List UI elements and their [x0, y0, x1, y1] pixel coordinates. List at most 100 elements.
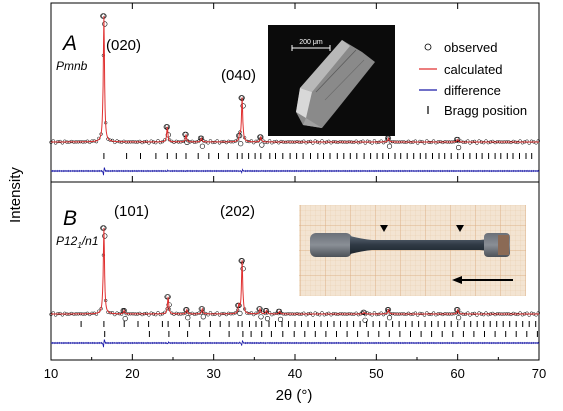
observed-point: [167, 138, 172, 142]
observed-point: [63, 311, 67, 315]
observed-point: [302, 311, 306, 315]
observed-point: [263, 308, 270, 314]
observed-point: [456, 315, 462, 321]
observed-point: [525, 139, 529, 143]
observed-point: [418, 311, 422, 316]
difference-curve-b: [50, 339, 540, 348]
observed-point: [249, 139, 254, 143]
legend-label-bragg: Bragg position: [444, 103, 527, 118]
peak-label-020: (020): [106, 37, 141, 54]
observed-point: [308, 139, 313, 144]
observed-point: [455, 307, 461, 313]
observed-point: [354, 139, 358, 143]
observed-point: [375, 140, 379, 145]
observed-point: [434, 313, 438, 317]
observed-point: [322, 313, 326, 317]
panel-b: B P121/n1 (101) (202): [49, 203, 540, 348]
observed-point: [238, 141, 244, 147]
observed-point: [154, 141, 158, 145]
observed-point: [386, 315, 393, 321]
observed-point: [108, 138, 112, 142]
observed-point: [102, 233, 108, 239]
observed-point: [354, 311, 358, 315]
observed-point: [361, 309, 367, 315]
observed-point: [361, 139, 365, 143]
peak-label-101: (101): [114, 203, 149, 220]
observed-point: [211, 140, 215, 145]
observed-point: [265, 140, 269, 145]
observed-point: [322, 141, 326, 145]
y-axis-label: Intensity: [7, 167, 24, 223]
observed-point: [154, 313, 158, 317]
x-tick-label: 20: [125, 366, 139, 381]
peak-label-202: (202): [220, 203, 255, 220]
observed-point: [100, 225, 106, 231]
inset-scalebar-label: 200 μm: [299, 39, 323, 46]
observed-point: [158, 312, 162, 317]
observed-point: [258, 314, 264, 320]
observed-point: [259, 142, 265, 148]
observed-point: [236, 138, 240, 142]
difference-curve: [50, 167, 540, 176]
panel-a-letter: A: [61, 32, 77, 55]
observed-point: [63, 139, 67, 143]
observed-point: [258, 134, 264, 140]
observed-point: [486, 313, 490, 317]
observed-point: [318, 313, 322, 317]
observed-point: [211, 312, 215, 317]
calculated-curve: [51, 15, 539, 143]
calculated-curve-b: [51, 227, 539, 315]
inset-sample-photo: [299, 205, 526, 296]
observed-point: [511, 311, 515, 316]
observed-point: [121, 308, 127, 314]
x-tick-label: 40: [288, 366, 302, 381]
observed-point: [198, 135, 205, 141]
observed-point: [185, 315, 191, 321]
space-group-rest: /n1: [81, 234, 99, 248]
x-tick-label: 60: [450, 366, 464, 381]
space-group-base: P12: [56, 234, 78, 248]
observed-point: [327, 139, 331, 143]
observed-point: [308, 311, 313, 316]
difference-curve-a: [50, 167, 540, 176]
observed-point: [264, 316, 271, 322]
legend-label-observed: observed: [444, 40, 497, 55]
bragg-ticks-b: [80, 321, 538, 337]
observed-point: [277, 316, 284, 323]
observed-point: [434, 141, 438, 145]
space-group-sub: 1: [77, 241, 81, 250]
observed-point: [327, 311, 331, 315]
panel-a: A Pmnb (020) (040): [49, 13, 540, 176]
observed-point: [525, 311, 529, 315]
legend-marker-observed: [424, 43, 432, 51]
observed-point: [365, 139, 370, 143]
observed-point: [385, 307, 392, 313]
observed-point: [472, 311, 477, 316]
observed-point: [379, 139, 383, 143]
observed-point: [356, 141, 361, 145]
bragg-ticks-a: [103, 153, 533, 159]
observed-point: [486, 141, 490, 145]
observed-point: [413, 139, 418, 143]
observed-point: [386, 143, 393, 149]
x-tick-label: 70: [532, 366, 546, 381]
x-axis-label: 2θ (°): [276, 387, 313, 404]
observed-point: [318, 141, 322, 145]
observed-point: [529, 139, 534, 143]
panel-a-space-group: Pmnb: [56, 59, 88, 73]
x-tick-label: 10: [44, 366, 58, 381]
observed-point: [375, 312, 379, 317]
observed-point: [102, 21, 108, 27]
observed-point: [122, 316, 128, 322]
observed-point: [356, 313, 361, 317]
observed-point: [233, 311, 238, 315]
x-axis: 10 20 30 40 50 60 70: [44, 3, 546, 381]
peak-label-040: (040): [221, 67, 256, 84]
panel-b-space-group: P121/n1: [56, 234, 99, 250]
observed-point: [482, 141, 486, 145]
observed-point: [257, 306, 263, 312]
observed-point: [302, 139, 306, 143]
observed-point: [184, 307, 190, 313]
observed-point: [482, 313, 486, 317]
